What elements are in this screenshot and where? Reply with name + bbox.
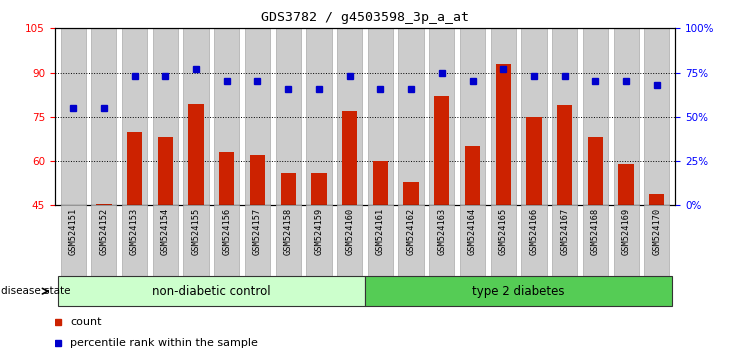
Bar: [526, 117, 542, 205]
Bar: [122, 28, 147, 205]
Text: GSM524164: GSM524164: [468, 207, 477, 255]
Bar: [429, 28, 454, 205]
Bar: [245, 28, 270, 205]
Bar: [127, 132, 142, 205]
Bar: [460, 28, 485, 205]
Bar: [429, 205, 454, 276]
Bar: [61, 28, 86, 205]
Bar: [649, 194, 664, 205]
Bar: [644, 28, 669, 205]
Bar: [613, 205, 639, 276]
Bar: [245, 205, 270, 276]
Text: GSM524170: GSM524170: [653, 207, 661, 255]
Bar: [491, 205, 516, 276]
Bar: [583, 28, 608, 205]
Bar: [214, 28, 239, 205]
Bar: [219, 152, 234, 205]
Text: GSM524159: GSM524159: [315, 207, 323, 255]
Bar: [280, 173, 296, 205]
Text: GSM524166: GSM524166: [529, 207, 539, 255]
Bar: [188, 104, 204, 205]
Bar: [276, 28, 301, 205]
Bar: [465, 146, 480, 205]
Bar: [552, 28, 577, 205]
Bar: [183, 28, 209, 205]
Bar: [61, 205, 86, 276]
Text: GSM524169: GSM524169: [622, 207, 631, 255]
Bar: [373, 161, 388, 205]
Bar: [91, 205, 117, 276]
Text: GSM524167: GSM524167: [560, 207, 569, 255]
Bar: [276, 205, 301, 276]
Bar: [557, 105, 572, 205]
Bar: [58, 276, 365, 306]
Bar: [583, 205, 608, 276]
Bar: [342, 111, 357, 205]
Bar: [491, 28, 516, 205]
Text: GSM524165: GSM524165: [499, 207, 508, 255]
Text: GSM524154: GSM524154: [161, 207, 170, 255]
Text: GSM524162: GSM524162: [407, 207, 415, 255]
Bar: [552, 205, 577, 276]
Bar: [311, 173, 326, 205]
Bar: [96, 204, 112, 205]
Bar: [521, 205, 547, 276]
Bar: [307, 205, 331, 276]
Text: GSM524155: GSM524155: [191, 207, 201, 255]
Bar: [460, 205, 485, 276]
Bar: [368, 205, 393, 276]
Text: GSM524153: GSM524153: [130, 207, 139, 255]
Text: type 2 diabetes: type 2 diabetes: [472, 285, 565, 298]
Bar: [618, 164, 634, 205]
Bar: [434, 96, 450, 205]
Bar: [496, 64, 511, 205]
Bar: [399, 28, 423, 205]
Text: percentile rank within the sample: percentile rank within the sample: [70, 338, 258, 348]
Bar: [122, 205, 147, 276]
Bar: [250, 155, 265, 205]
Text: count: count: [70, 316, 101, 327]
Bar: [365, 276, 672, 306]
Bar: [613, 28, 639, 205]
Text: GSM524161: GSM524161: [376, 207, 385, 255]
Bar: [183, 205, 209, 276]
Bar: [399, 205, 423, 276]
Text: non-diabetic control: non-diabetic control: [152, 285, 271, 298]
Bar: [588, 137, 603, 205]
Bar: [214, 205, 239, 276]
Bar: [153, 28, 178, 205]
Text: GSM524168: GSM524168: [591, 207, 600, 255]
Text: GSM524160: GSM524160: [345, 207, 354, 255]
Text: GDS3782 / g4503598_3p_a_at: GDS3782 / g4503598_3p_a_at: [261, 11, 469, 24]
Bar: [153, 205, 178, 276]
Bar: [404, 182, 419, 205]
Bar: [337, 28, 362, 205]
Bar: [91, 28, 117, 205]
Text: GSM524163: GSM524163: [437, 207, 446, 255]
Bar: [521, 28, 547, 205]
Text: GSM524157: GSM524157: [253, 207, 262, 255]
Text: disease state: disease state: [1, 286, 70, 296]
Bar: [158, 137, 173, 205]
Text: GSM524156: GSM524156: [222, 207, 231, 255]
Text: GSM524152: GSM524152: [99, 207, 108, 255]
Text: GSM524151: GSM524151: [69, 207, 77, 255]
Bar: [337, 205, 362, 276]
Text: GSM524158: GSM524158: [284, 207, 293, 255]
Bar: [307, 28, 331, 205]
Bar: [368, 28, 393, 205]
Bar: [644, 205, 669, 276]
